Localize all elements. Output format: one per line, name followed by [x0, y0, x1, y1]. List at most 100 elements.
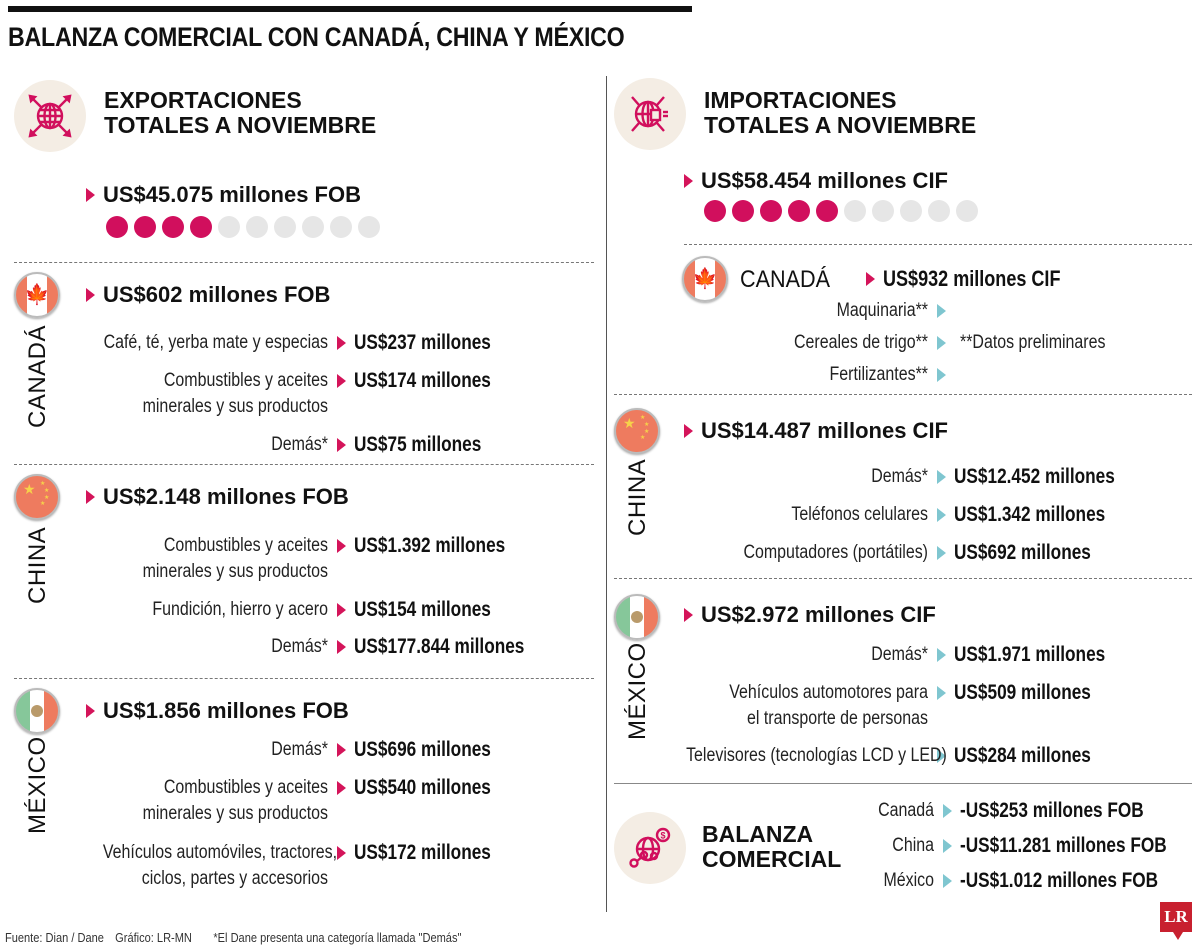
exports-mexico-total-value: US$1.856 millones FOB: [103, 698, 349, 723]
row-label: Demás*: [271, 636, 328, 657]
exports-total: US$45.075 millones FOB: [86, 182, 361, 208]
exports-canada-row: Demás* US$75 millones: [60, 432, 509, 458]
exports-china-row: Fundición, hierro y acero US$154 millone…: [60, 597, 521, 623]
dot-empty: [358, 216, 380, 238]
row-value: -US$1.012 millones FOB: [960, 869, 1159, 892]
row-value: -US$253 millones FOB: [960, 799, 1144, 822]
balance-row-china: China -US$11.281 millones FOB: [840, 833, 1200, 859]
preliminary-data-note: **Datos preliminares: [960, 332, 1106, 353]
row-label-line2: el transporte de personas: [747, 708, 928, 729]
triangle-bullet-icon: [684, 424, 693, 438]
row-value: US$696 millones: [354, 738, 491, 761]
row-label: Demás*: [271, 739, 328, 760]
triangle-bullet-icon: [928, 680, 954, 700]
row-label: Demás*: [871, 644, 928, 665]
column-divider: [606, 76, 607, 912]
dot-empty: [956, 200, 978, 222]
section-divider: [684, 244, 1192, 245]
row-label: Computadores (portátiles): [743, 542, 928, 563]
row-label: Demás*: [871, 466, 928, 487]
china-flag-icon: ★ ★ ★ ★ ★: [614, 408, 660, 454]
row-label: Maquinaria**: [836, 300, 928, 321]
dot-filled: [190, 216, 212, 238]
triangle-bullet-icon: [928, 464, 954, 484]
lr-logo: LR: [1160, 902, 1192, 940]
exports-canada-row: Café, té, yerba mate y especias US$237 m…: [60, 330, 521, 356]
exports-country-label-canada: CANADÁ: [24, 324, 51, 428]
imports-dot-scale: [704, 200, 978, 222]
imports-title-line2: TOTALES A NOVIEMBRE: [704, 112, 977, 138]
footer: Fuente: Dian / Dane Gráfico: LR-MN *El D…: [5, 930, 461, 945]
row-label: Canadá: [878, 800, 934, 821]
exports-china-row: Demás* US$177.844 millones: [60, 634, 562, 660]
exports-mexico-total: US$1.856 millones FOB: [86, 698, 349, 724]
row-label: Vehículos automóviles, tractores, ciclos…: [102, 840, 338, 892]
triangle-bullet-icon: [328, 368, 354, 388]
top-rule: [8, 6, 692, 12]
triangle-bullet-icon: [934, 798, 960, 818]
exports-china-total-value: US$2.148 millones FOB: [103, 484, 349, 509]
exports-title-line2: TOTALES A NOVIEMBRE: [104, 112, 377, 138]
dot-empty: [330, 216, 352, 238]
dot-filled: [134, 216, 156, 238]
triangle-bullet-icon: [928, 298, 954, 318]
row-value: US$284 millones: [954, 744, 1091, 767]
triangle-bullet-icon: [328, 330, 354, 350]
imports-country-label-canada: CANADÁ: [740, 266, 831, 293]
exports-mexico-row: Vehículos automóviles, tractores, ciclos…: [60, 840, 521, 892]
imports-total-value: US$58.454 millones CIF: [701, 168, 948, 193]
globe-box-icon: [614, 78, 686, 150]
triangle-bullet-icon: [328, 634, 354, 654]
imports-total: US$58.454 millones CIF: [684, 168, 948, 194]
imports-mexico-row: Vehículos automotores para el transporte…: [640, 680, 1121, 732]
dot-empty: [928, 200, 950, 222]
exports-title-line1: EXPORTACIONES: [104, 87, 302, 113]
balance-row-mexico: México -US$1.012 millones FOB: [840, 868, 1200, 894]
row-value: -US$11.281 millones FOB: [960, 834, 1167, 857]
exports-title: EXPORTACIONES TOTALES A NOVIEMBRE: [104, 88, 376, 138]
triangle-bullet-icon: [684, 608, 693, 622]
dot-filled: [162, 216, 184, 238]
exports-total-value: US$45.075 millones FOB: [103, 182, 361, 207]
exports-dot-scale: [106, 216, 380, 238]
row-label-line2: minerales y sus productos: [142, 803, 328, 824]
balance-row-canada: Canadá -US$253 millones FOB: [840, 798, 1184, 824]
row-label: Café, té, yerba mate y especias: [103, 332, 328, 353]
row-value: US$237 millones: [354, 331, 491, 354]
triangle-bullet-icon: [928, 642, 954, 662]
triangle-bullet-icon: [934, 868, 960, 888]
mexico-flag-icon: [14, 688, 60, 734]
triangle-bullet-icon: [86, 490, 95, 504]
row-label-line1: Vehículos automóviles, tractores,: [102, 842, 338, 863]
balance-title-line1: BALANZA: [702, 821, 814, 847]
row-value: US$540 millones: [354, 776, 491, 799]
canada-flag-icon: 🍁: [14, 272, 60, 318]
svg-text:$: $: [661, 831, 666, 841]
triangle-bullet-icon: [928, 330, 954, 350]
row-label-line2: minerales y sus productos: [142, 561, 328, 582]
dot-empty: [900, 200, 922, 222]
row-value: US$692 millones: [954, 541, 1091, 564]
row-label: Combustibles y aceites minerales y sus p…: [103, 368, 328, 420]
china-flag-icon: ★ ★ ★ ★ ★: [14, 474, 60, 520]
balance-title-line2: COMERCIAL: [702, 846, 842, 872]
balance-title: BALANZA COMERCIAL: [702, 822, 841, 872]
triangle-bullet-icon: [86, 704, 95, 718]
row-value: US$177.844 millones: [354, 635, 525, 658]
triangle-bullet-icon: [328, 737, 354, 757]
dot-filled: [788, 200, 810, 222]
triangle-bullet-icon: [328, 840, 354, 860]
mexico-flag-icon: [614, 594, 660, 640]
dot-filled: [106, 216, 128, 238]
canada-flag-icon: 🍁: [682, 256, 728, 302]
row-label: Combustibles y aceites minerales y sus p…: [103, 533, 328, 585]
page-title: BALANZA COMERCIAL CON CANADÁ, CHINA Y MÉ…: [8, 22, 625, 52]
triangle-bullet-icon: [928, 362, 954, 382]
imports-china-row: Teléfonos celulares US$1.342 millones: [640, 502, 1138, 528]
row-value: US$174 millones: [354, 369, 491, 392]
row-label-line1: Vehículos automotores para: [729, 682, 928, 703]
triangle-bullet-icon: [328, 533, 354, 553]
imports-china-row: Computadores (portátiles) US$692 millone…: [640, 540, 1121, 566]
exports-canada-total: US$602 millones FOB: [86, 282, 330, 308]
triangle-bullet-icon: [328, 775, 354, 795]
